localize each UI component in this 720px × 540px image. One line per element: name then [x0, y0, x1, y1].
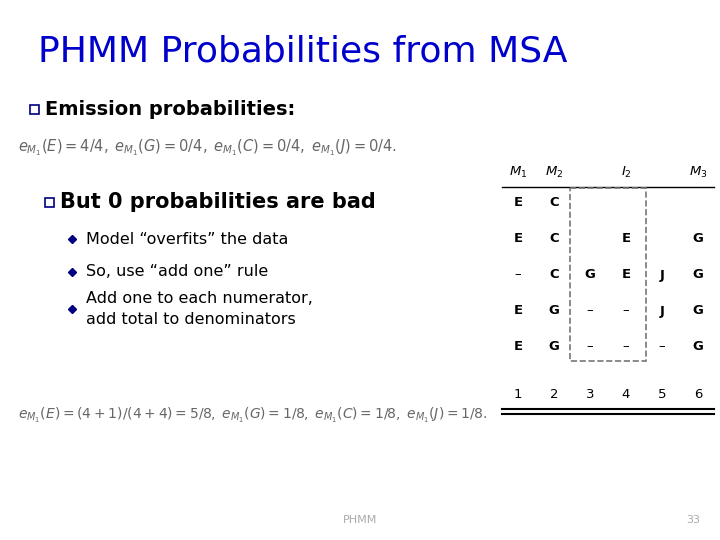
Text: 4: 4	[622, 388, 630, 402]
Text: $M_3$: $M_3$	[689, 165, 707, 180]
Text: –: –	[659, 341, 665, 354]
Text: E: E	[513, 233, 523, 246]
Text: G: G	[549, 341, 559, 354]
Text: G: G	[693, 305, 703, 318]
Bar	[45, 198, 54, 207]
Text: G: G	[549, 305, 559, 318]
Text: PHMM: PHMM	[343, 515, 377, 525]
Text: Add one to each numerator,
add total to denominators: Add one to each numerator, add total to …	[86, 291, 313, 327]
Text: 5: 5	[658, 388, 666, 402]
Text: C: C	[549, 197, 559, 210]
Text: $I_2$: $I_2$	[621, 165, 631, 180]
Text: 1: 1	[514, 388, 522, 402]
Bar	[30, 105, 39, 114]
Text: –: –	[587, 305, 593, 318]
Text: PHMM Probabilities from MSA: PHMM Probabilities from MSA	[38, 35, 567, 69]
Text: –: –	[515, 268, 521, 281]
Text: E: E	[621, 268, 631, 281]
Text: G: G	[693, 341, 703, 354]
Text: But 0 probabilities are bad: But 0 probabilities are bad	[60, 192, 376, 213]
Text: E: E	[513, 305, 523, 318]
Text: G: G	[693, 268, 703, 281]
Text: 2: 2	[550, 388, 558, 402]
Text: $e_{M_1}(E) = (4+1)/(4+4) = 5/8,\; e_{M_1}(G) = 1/8,\; e_{M_1}(C) = 1/8,\; e_{M_: $e_{M_1}(E) = (4+1)/(4+4) = 5/8,\; e_{M_…	[18, 406, 487, 424]
Text: J: J	[660, 305, 665, 318]
Text: 6: 6	[694, 388, 702, 402]
Text: $M_1$: $M_1$	[509, 165, 527, 180]
Text: G: G	[693, 233, 703, 246]
Text: E: E	[513, 197, 523, 210]
Text: So, use “add one” rule: So, use “add one” rule	[86, 265, 269, 280]
Text: E: E	[621, 233, 631, 246]
Text: C: C	[549, 268, 559, 281]
Text: J: J	[660, 268, 665, 281]
Text: $e_{M_1}(E) = 4/4,\; e_{M_1}(G) = 0/4,\; e_{M_1}(C) = 0/4,\; e_{M_1}(J) = 0/4.$: $e_{M_1}(E) = 4/4,\; e_{M_1}(G) = 0/4,\;…	[18, 138, 397, 158]
Text: $M_2$: $M_2$	[545, 165, 563, 180]
Text: –: –	[623, 305, 629, 318]
Text: –: –	[623, 341, 629, 354]
Text: E: E	[513, 341, 523, 354]
Text: Emission probabilities:: Emission probabilities:	[45, 100, 295, 119]
Text: Model “overfits” the data: Model “overfits” the data	[86, 232, 289, 246]
Text: 33: 33	[686, 515, 700, 525]
Text: G: G	[585, 268, 595, 281]
Text: –: –	[587, 341, 593, 354]
Text: C: C	[549, 233, 559, 246]
Text: 3: 3	[586, 388, 594, 402]
